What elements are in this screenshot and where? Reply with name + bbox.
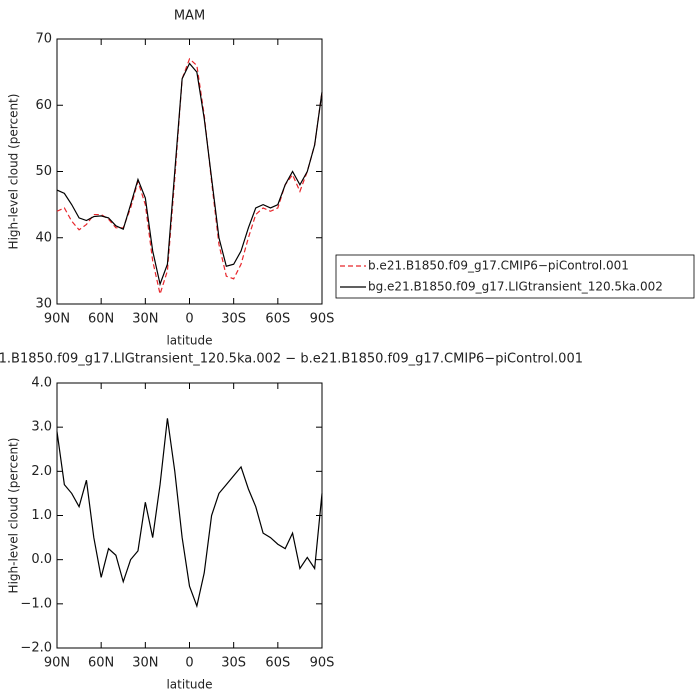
series-line [56,418,323,609]
chart-title: MAM [174,9,205,24]
series-line [56,62,323,287]
y-tick-label: 3.0 [31,420,52,435]
x-tick-label: 60N [88,656,114,671]
y-tick-label: 1.0 [31,508,52,523]
plot-frame [56,38,323,305]
x-tick-label: 0 [185,312,193,327]
chart-title: bg.e21.B1850.f09_g17.LIGtransient_120.5k… [0,352,583,367]
y-tick-label: 0.0 [31,552,52,567]
y-tick-label: −2.0 [20,641,52,656]
legend-label: bg.e21.B1850.f09_g17.LIGtransient_120.5k… [368,280,663,294]
y-tick-label: 60 [35,98,52,113]
x-tick-label: 60S [265,656,290,671]
x-tick-label: 30N [132,656,158,671]
y-tick-label: 40 [35,230,52,245]
x-tick-label: 30S [221,312,246,327]
x-tick-label: 60N [88,312,114,327]
y-axis-label: High-level cloud (percent) [7,94,21,250]
legend-box [335,254,695,299]
x-tick-label: 0 [185,656,193,671]
y-axis-label: High-level cloud (percent) [7,438,21,594]
y-tick-label: 30 [35,297,52,312]
x-tick-label: 90N [44,312,70,327]
y-tick-label: 2.0 [31,464,52,479]
y-tick-label: 70 [35,32,52,47]
y-tick-label: −1.0 [20,596,52,611]
x-tick-label: 90N [44,656,70,671]
plot-frame [56,382,323,649]
y-tick-label: 50 [35,164,52,179]
x-tick-label: 90S [310,312,335,327]
legend-label: b.e21.B1850.f09_g17.CMIP6−piControl.001 [368,259,629,273]
x-tick-label: 60S [265,312,290,327]
x-tick-label: 30S [221,656,246,671]
x-tick-label: 30N [132,312,158,327]
x-axis-label: latitude [166,334,212,348]
x-tick-label: 90S [310,656,335,671]
x-axis-label: latitude [166,678,212,692]
series-line [56,57,323,297]
y-tick-label: 4.0 [31,376,52,391]
